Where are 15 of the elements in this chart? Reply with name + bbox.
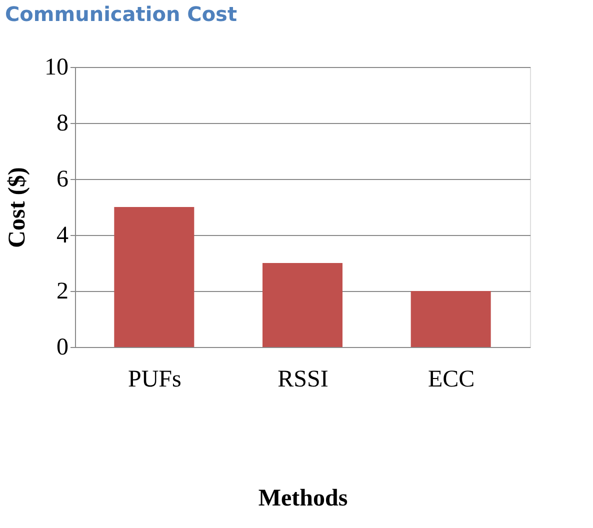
x-axis-title: Methods	[258, 486, 348, 512]
x-tick-label: ECC	[428, 366, 475, 392]
y-tick-label: 10	[44, 54, 68, 80]
x-tick-label: RSSI	[278, 366, 328, 392]
y-tick-label: 6	[56, 166, 68, 192]
x-tick-label: PUFs	[128, 366, 182, 392]
bar	[410, 291, 491, 347]
chart-title: Communication Cost	[5, 2, 238, 26]
y-axis-title: Cost ($)	[4, 167, 30, 248]
y-tick-label: 0	[56, 334, 68, 360]
bar	[262, 263, 342, 347]
y-tick-label: 4	[56, 222, 68, 248]
bar	[114, 207, 194, 347]
y-tick-label: 8	[56, 110, 68, 136]
y-tick-label: 2	[56, 278, 68, 304]
